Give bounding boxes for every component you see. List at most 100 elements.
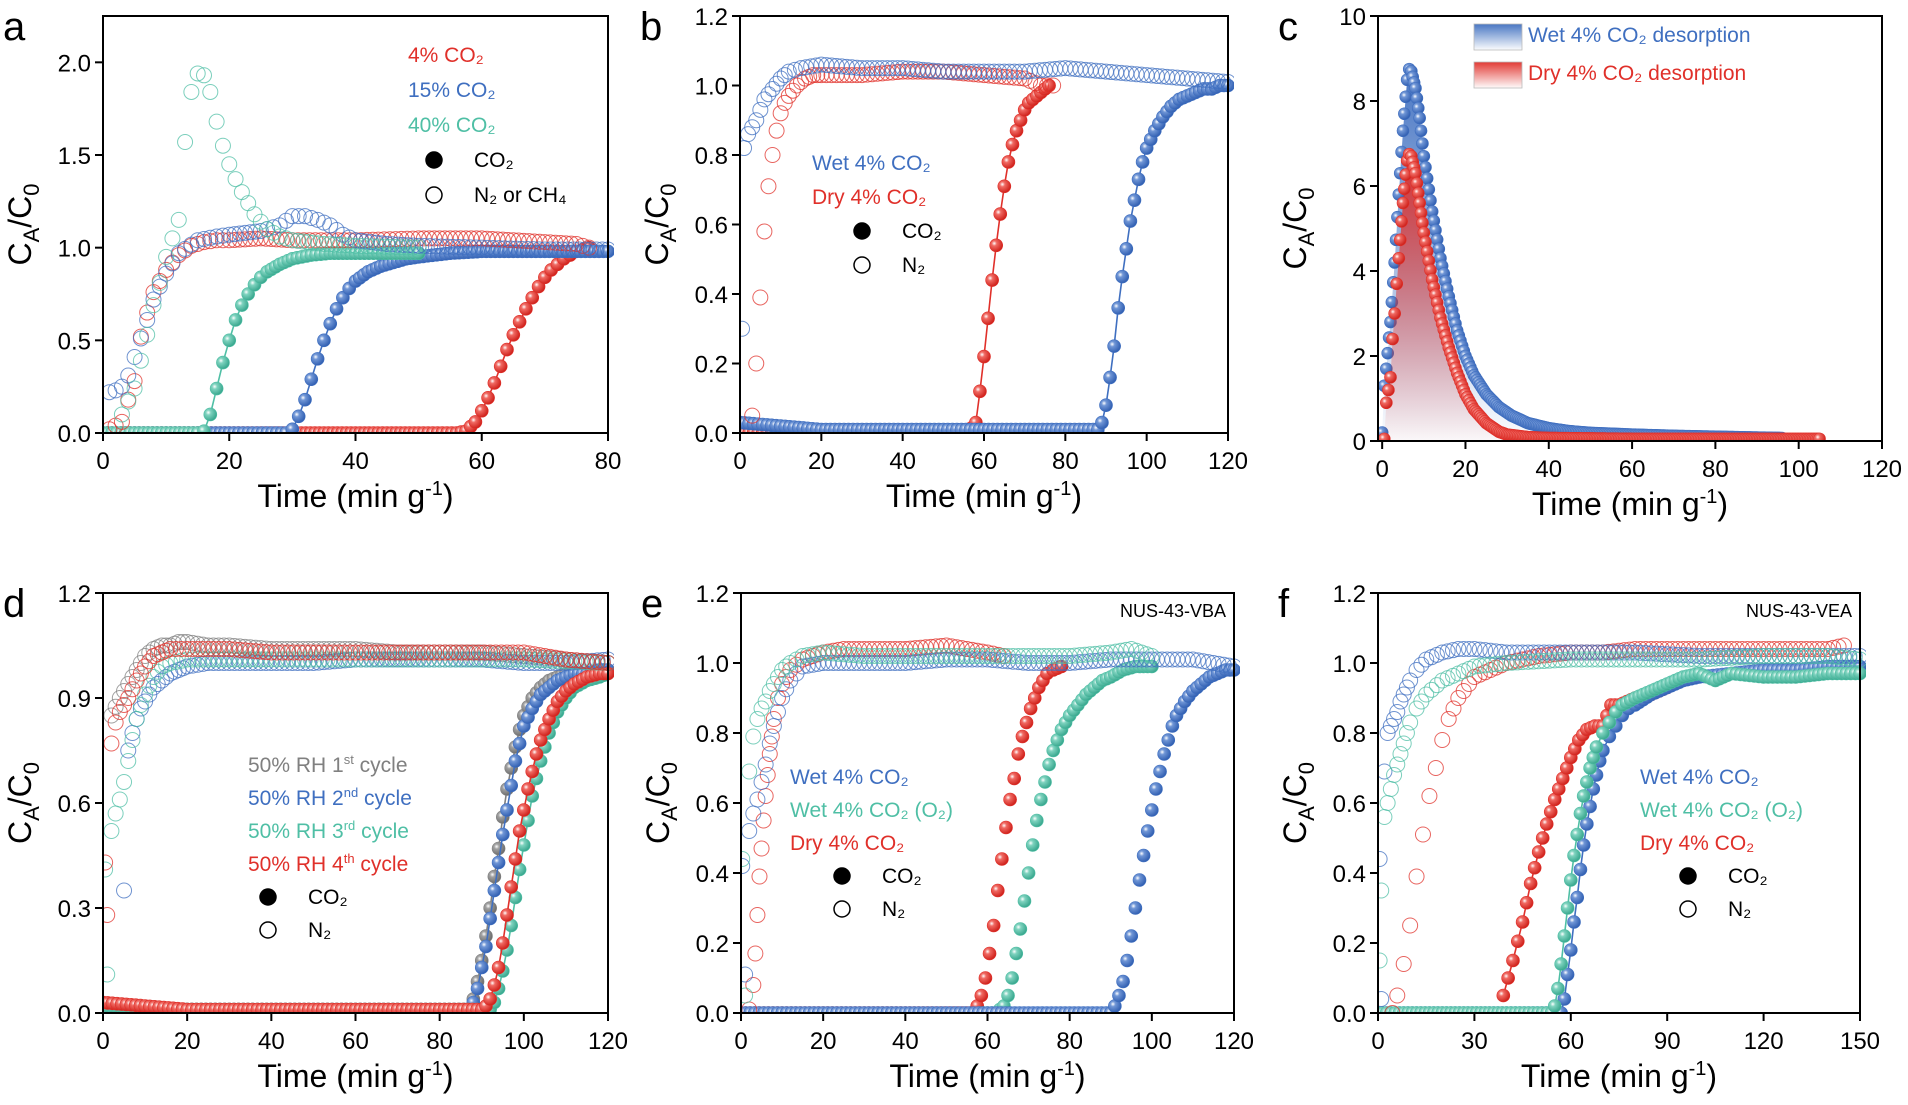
data-point — [284, 208, 301, 225]
data-point — [1398, 182, 1411, 196]
data-point — [741, 858, 751, 874]
data-point — [1583, 799, 1597, 814]
data-point — [1675, 647, 1692, 664]
data-point — [815, 644, 832, 661]
data-point — [313, 644, 330, 661]
data-point — [741, 851, 751, 867]
data-point — [1562, 651, 1579, 668]
x-axis-title: Time (min g-1) — [257, 1058, 453, 1094]
data-point — [1519, 895, 1534, 910]
open-circle-marker-icon — [259, 921, 277, 939]
data-point — [247, 643, 264, 660]
data-point — [479, 239, 496, 256]
legend-entry: Dry 4% CO₂ desorption — [1473, 61, 1746, 89]
legend-entry: 50% RH 2nd cycle — [248, 785, 412, 810]
data-point — [216, 355, 230, 370]
data-point — [1013, 922, 1028, 936]
series-wet-4-co2-o2-n2 — [1378, 648, 1866, 969]
data-point — [173, 641, 190, 657]
data-point — [179, 651, 196, 668]
data-point — [426, 644, 443, 661]
series-wet-4-co2-n2 — [1378, 641, 1866, 1007]
data-point — [197, 424, 211, 433]
data-point — [1123, 214, 1138, 228]
x-tick-label: 40 — [258, 1028, 285, 1055]
data-point — [984, 651, 1001, 668]
x-tick-label: 0 — [1375, 456, 1388, 483]
legend-entry: CO₂ — [425, 149, 514, 172]
data-point — [325, 644, 342, 661]
data-point — [476, 644, 493, 661]
y-axis-title: CA/C0 — [640, 762, 682, 844]
panel-label: c — [1278, 5, 1298, 49]
data-point — [215, 651, 232, 668]
data-point — [1659, 651, 1676, 668]
x-tick-label: 100 — [1127, 448, 1167, 475]
legend-entry: CO₂ — [1679, 865, 1768, 888]
data-point — [231, 651, 248, 668]
data-point — [145, 291, 162, 308]
legend-label: N₂ — [902, 254, 925, 277]
data-point — [329, 302, 344, 316]
data-point — [183, 83, 200, 100]
data-point — [1782, 648, 1799, 664]
data-point — [179, 641, 196, 657]
data-point — [799, 647, 816, 664]
data-point — [403, 644, 420, 661]
data-point — [525, 764, 540, 779]
y-tick-label: 0.2 — [696, 931, 729, 958]
data-point — [1573, 806, 1588, 821]
data-point — [542, 241, 559, 258]
x-axis-title: Time (min g-1) — [886, 478, 1082, 514]
data-point — [1149, 782, 1163, 796]
data-point — [491, 855, 506, 870]
data-point — [510, 644, 527, 661]
data-point — [1021, 866, 1036, 880]
data-point — [1627, 651, 1644, 668]
data-point — [1102, 644, 1119, 661]
plot-area — [103, 634, 614, 1013]
plot-area — [741, 637, 1240, 1013]
data-point — [285, 422, 300, 433]
data-point — [231, 225, 248, 242]
data-point — [542, 648, 559, 665]
data-point — [1127, 193, 1142, 207]
data-point — [1643, 645, 1660, 662]
data-point — [1120, 953, 1134, 968]
data-point — [1530, 644, 1547, 661]
data-point — [1045, 77, 1062, 94]
x-tick-label: 0 — [734, 1028, 747, 1055]
x-tick-label: 100 — [504, 1028, 544, 1055]
data-point — [364, 238, 381, 255]
data-point — [1471, 657, 1488, 674]
x-tick-label: 80 — [595, 448, 622, 475]
data-point — [1039, 77, 1056, 94]
data-point — [1536, 652, 1553, 669]
x-tick-label: 60 — [971, 448, 998, 475]
data-point — [263, 644, 280, 661]
data-point — [515, 644, 532, 661]
data-point — [120, 753, 137, 769]
data-point — [1514, 654, 1531, 671]
panel-f: f 0 30 60 90 120 150 0.0 0.2 0.4 0.6 0.8 1.0 1.2 Time … — [1277, 581, 1880, 1094]
data-point — [1685, 647, 1702, 664]
data-point — [222, 333, 237, 348]
y-tick-label: 0.4 — [696, 861, 729, 888]
data-point — [1750, 648, 1767, 665]
data-point — [804, 646, 821, 663]
data-point — [221, 651, 238, 668]
data-point — [989, 652, 1006, 669]
data-point — [1567, 915, 1581, 929]
data-point — [526, 646, 543, 663]
x-tick-label: 20 — [216, 448, 243, 475]
data-point — [111, 791, 128, 808]
data-point — [1643, 651, 1660, 668]
data-point — [132, 352, 149, 369]
data-point — [431, 644, 448, 661]
data-point — [450, 238, 467, 255]
data-point — [1723, 649, 1740, 666]
data-point — [1653, 651, 1670, 668]
data-point — [208, 228, 225, 245]
data-point — [536, 648, 553, 664]
x-axis-title: Time (min g-1) — [257, 478, 453, 514]
